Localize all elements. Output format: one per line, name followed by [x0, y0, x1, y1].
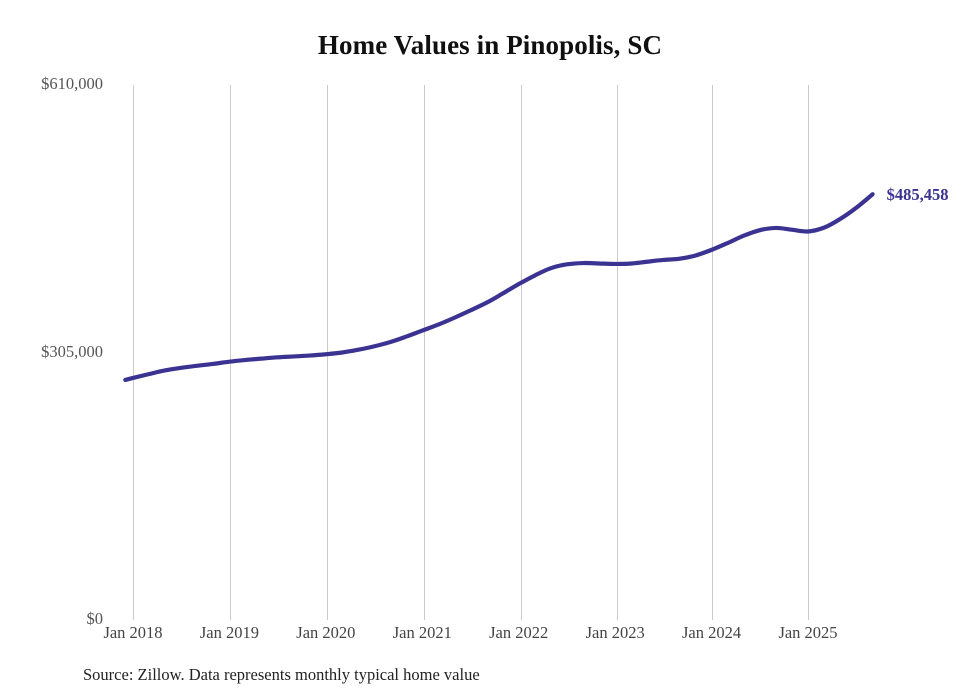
chart-title: Home Values in Pinopolis, SC: [317, 30, 663, 60]
x-axis-tick-label: Jan 2020: [296, 623, 356, 642]
source-note: Source: Zillow. Data represents monthly …: [83, 665, 480, 684]
x-axis-tick-label: Jan 2018: [103, 623, 163, 642]
x-axis-tick-label: Jan 2022: [489, 623, 549, 642]
x-axis-tick-label: Jan 2025: [778, 623, 838, 642]
value-line: [123, 192, 875, 383]
y-axis-tick-label: $610,000: [41, 74, 103, 93]
endpoint-value-label: $485,458: [886, 185, 949, 205]
x-axis-tick-label: Jan 2023: [585, 623, 645, 642]
x-axis-tick-label: Jan 2021: [392, 623, 452, 642]
y-axis-tick-label: $0: [86, 609, 104, 628]
gridlines-group: [133, 85, 809, 620]
x-axis-tick-label: Jan 2024: [682, 623, 742, 642]
y-axis-tick-label: $305,000: [41, 341, 103, 361]
data-line-group: [123, 192, 875, 383]
x-axis-tick-label: Jan 2019: [199, 623, 259, 642]
